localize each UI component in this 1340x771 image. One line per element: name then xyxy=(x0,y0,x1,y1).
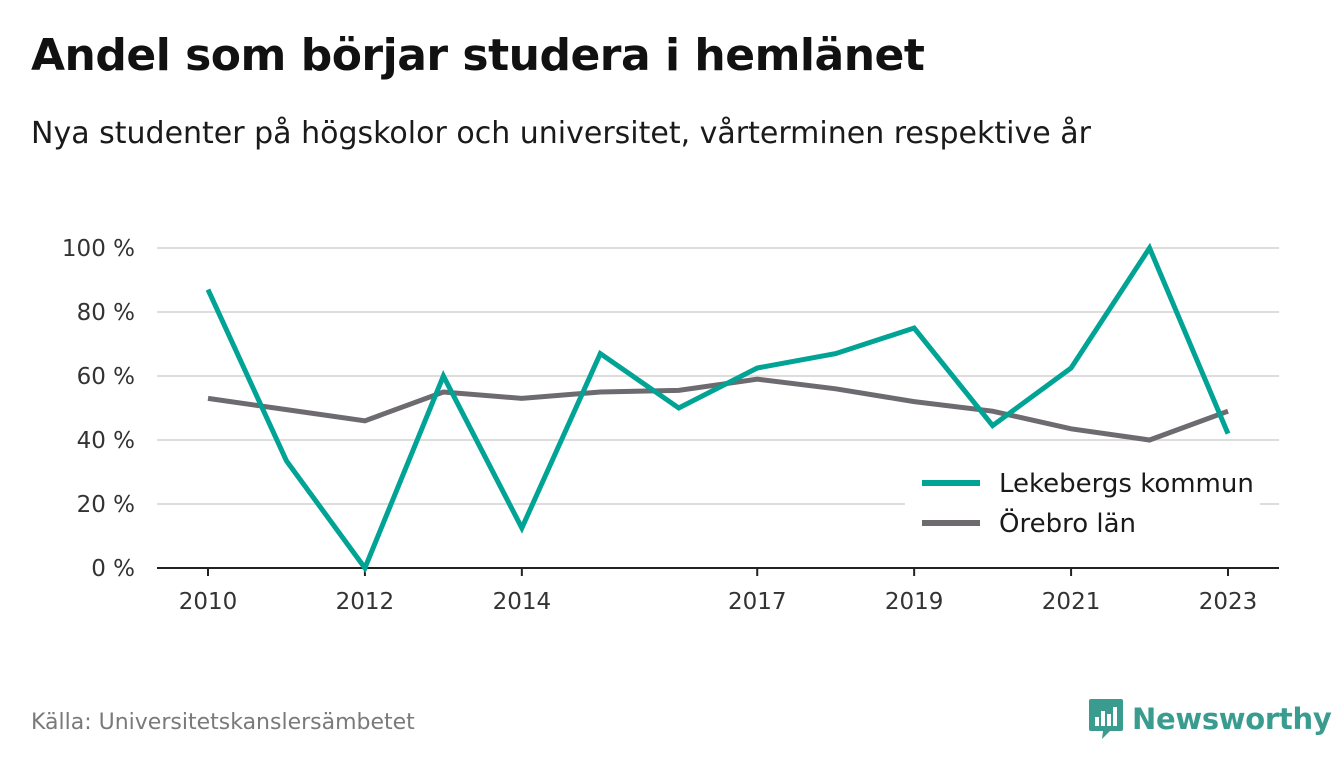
y-tick-label: 80 % xyxy=(77,300,135,326)
newsworthy-logo-icon xyxy=(1089,699,1123,739)
x-tick-label: 2023 xyxy=(1199,589,1258,615)
brand-logo: Newsworthy xyxy=(1088,697,1332,741)
series-line xyxy=(205,242,1231,574)
brand-name: Newsworthy xyxy=(1132,702,1332,736)
legend-label: Lekebergs kommun xyxy=(999,469,1254,499)
x-tick-label: 2010 xyxy=(179,589,238,615)
x-tick-label: 2017 xyxy=(728,589,787,615)
line-chart: 0 % 20 % 40 % 60 % 80 % 100 % 2010 2012 2014 2017… xyxy=(62,236,1279,615)
y-tick-label: 20 % xyxy=(77,492,135,518)
y-tick-label: 0 % xyxy=(91,556,135,582)
x-tick-label: 2014 xyxy=(493,589,552,615)
x-tick-label: 2019 xyxy=(885,589,944,615)
chart-title: Andel som börjar studera i hemlänet xyxy=(31,30,925,81)
legend-box xyxy=(905,458,1260,550)
series-line xyxy=(207,376,1229,443)
y-tick-label: 40 % xyxy=(77,428,135,454)
y-tick-label: 100 % xyxy=(62,236,135,262)
y-tick-label: 60 % xyxy=(77,364,135,390)
legend-label: Örebro län xyxy=(999,507,1136,539)
x-tick-label: 2021 xyxy=(1042,589,1101,615)
source-note: Källa: Universitetskanslersämbetet xyxy=(31,710,415,735)
x-tick-label: 2012 xyxy=(336,589,395,615)
chart-subtitle: Nya studenter på högskolor och universit… xyxy=(31,116,1091,151)
